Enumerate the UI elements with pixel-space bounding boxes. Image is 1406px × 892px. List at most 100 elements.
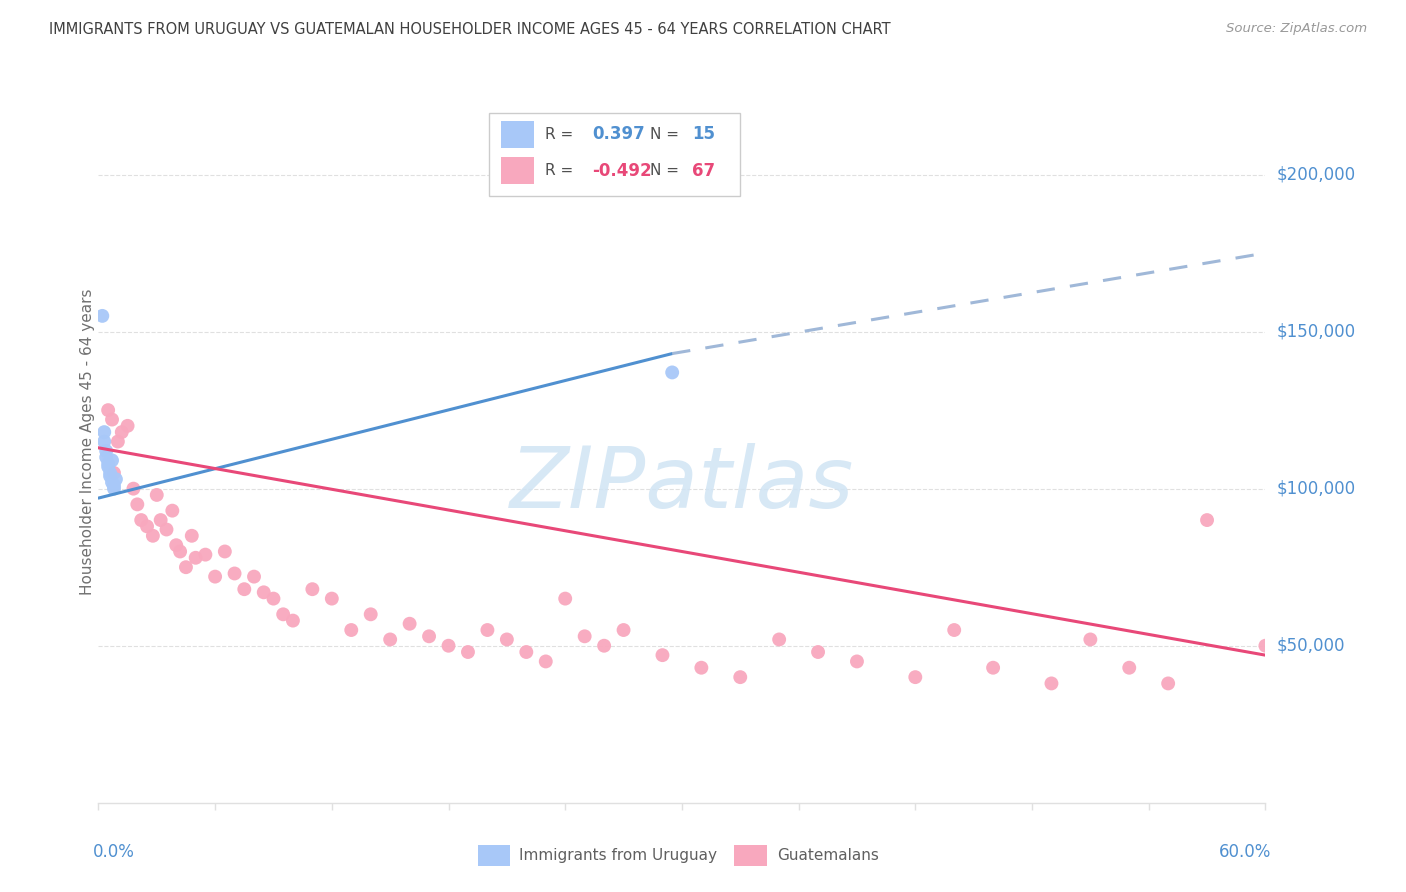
Point [301, 582, 323, 597]
Point [96, 450, 118, 465]
Point [437, 639, 460, 653]
Point [122, 482, 145, 496]
Point [262, 591, 284, 606]
Point [93, 425, 115, 439]
FancyBboxPatch shape [489, 112, 741, 196]
Point [117, 418, 139, 433]
Point [204, 569, 226, 583]
Point [730, 670, 752, 684]
Text: Source: ZipAtlas.com: Source: ZipAtlas.com [1226, 22, 1367, 36]
Point [340, 623, 363, 637]
Text: R =: R = [546, 127, 578, 142]
Point [846, 655, 869, 669]
Text: N =: N = [651, 127, 685, 142]
Text: Guatemalans: Guatemalans [778, 848, 880, 863]
Text: IMMIGRANTS FROM URUGUAY VS GUATEMALAN HOUSEHOLDER INCOME AGES 45 - 64 YEARS CORR: IMMIGRANTS FROM URUGUAY VS GUATEMALAN HO… [49, 22, 891, 37]
Point [184, 550, 207, 565]
Point [146, 488, 169, 502]
Point [1157, 676, 1180, 690]
Text: Immigrants from Uruguay: Immigrants from Uruguay [519, 848, 717, 863]
Point [129, 513, 152, 527]
Point [169, 544, 191, 558]
Point [97, 459, 120, 474]
Point [98, 466, 121, 480]
Point [1331, 676, 1354, 690]
Point [613, 623, 636, 637]
Text: $150,000: $150,000 [1277, 323, 1355, 341]
Point [271, 607, 294, 622]
Point [194, 548, 217, 562]
Point [457, 645, 479, 659]
Point [91, 309, 114, 323]
Bar [478, 845, 510, 866]
Point [180, 529, 202, 543]
Point [233, 582, 256, 597]
Point [515, 645, 537, 659]
Point [97, 457, 120, 471]
Point [477, 623, 499, 637]
Point [107, 434, 129, 449]
Text: $200,000: $200,000 [1277, 166, 1355, 184]
Point [321, 591, 343, 606]
Point [418, 629, 440, 643]
Point [1195, 513, 1218, 527]
Point [1118, 661, 1140, 675]
Point [380, 632, 402, 647]
Point [807, 645, 830, 659]
Point [103, 478, 125, 492]
Point [93, 434, 115, 449]
Point [690, 661, 713, 675]
Point [768, 632, 790, 647]
Y-axis label: Householder Income Ages 45 - 64 years: Householder Income Ages 45 - 64 years [80, 288, 94, 595]
Point [103, 482, 125, 496]
Point [149, 513, 172, 527]
Point [97, 403, 120, 417]
Text: R =: R = [546, 163, 578, 178]
Point [1294, 664, 1316, 678]
Point [155, 523, 177, 537]
Text: N =: N = [651, 163, 685, 178]
Point [534, 655, 557, 669]
Point [101, 453, 124, 467]
Point [174, 560, 197, 574]
Point [127, 497, 149, 511]
Point [214, 544, 236, 558]
Bar [501, 157, 534, 185]
Text: $100,000: $100,000 [1277, 480, 1355, 498]
Text: $50,000: $50,000 [1277, 637, 1346, 655]
Point [904, 670, 927, 684]
Text: ZIPatlas: ZIPatlas [510, 443, 853, 526]
Point [593, 639, 616, 653]
Point [224, 566, 246, 581]
Point [103, 466, 125, 480]
Point [111, 425, 134, 439]
Point [574, 629, 596, 643]
Point [142, 529, 165, 543]
Point [1040, 676, 1063, 690]
Point [243, 569, 266, 583]
Text: 67: 67 [692, 161, 716, 179]
Point [496, 632, 519, 647]
Point [1254, 639, 1277, 653]
Text: 0.0%: 0.0% [93, 843, 135, 861]
Text: 0.397: 0.397 [592, 126, 645, 144]
Point [104, 472, 127, 486]
Point [360, 607, 382, 622]
Bar [734, 845, 768, 866]
Point [162, 503, 184, 517]
Text: 60.0%: 60.0% [1219, 843, 1271, 861]
Point [661, 366, 683, 380]
Point [281, 614, 304, 628]
Point [96, 444, 118, 458]
Bar [501, 120, 534, 148]
Point [398, 616, 420, 631]
Point [98, 469, 121, 483]
Point [1371, 686, 1393, 700]
Point [651, 648, 673, 662]
Point [981, 661, 1004, 675]
Point [1080, 632, 1102, 647]
Point [101, 412, 124, 426]
Text: 15: 15 [692, 126, 716, 144]
Point [136, 519, 159, 533]
Point [943, 623, 966, 637]
